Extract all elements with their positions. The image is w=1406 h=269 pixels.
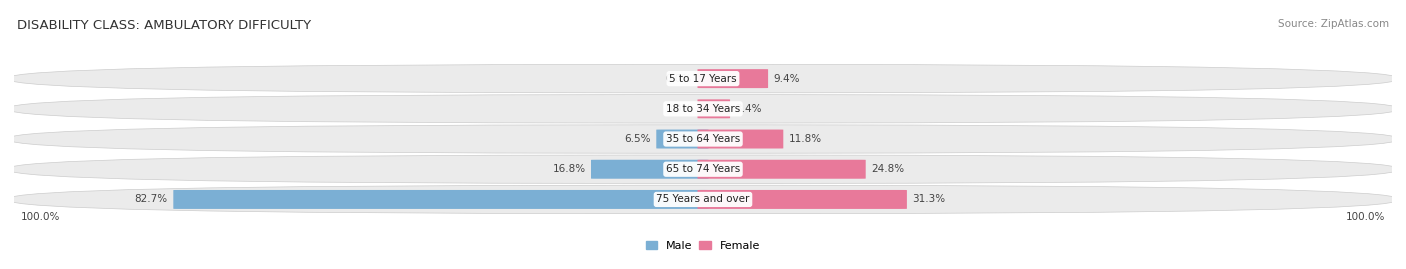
Text: 0.0%: 0.0%	[665, 74, 692, 84]
Text: 65 to 74 Years: 65 to 74 Years	[666, 164, 740, 174]
FancyBboxPatch shape	[697, 99, 730, 118]
Text: 9.4%: 9.4%	[773, 74, 800, 84]
Text: 31.3%: 31.3%	[912, 194, 946, 204]
Text: 100.0%: 100.0%	[1346, 212, 1385, 222]
Text: 18 to 34 Years: 18 to 34 Years	[666, 104, 740, 114]
Text: 3.4%: 3.4%	[735, 104, 762, 114]
Text: Source: ZipAtlas.com: Source: ZipAtlas.com	[1278, 19, 1389, 29]
Legend: Male, Female: Male, Female	[644, 238, 762, 253]
FancyBboxPatch shape	[697, 160, 866, 179]
Text: 100.0%: 100.0%	[21, 212, 60, 222]
Text: 0.0%: 0.0%	[665, 104, 692, 114]
FancyBboxPatch shape	[657, 130, 709, 148]
Text: 24.8%: 24.8%	[872, 164, 904, 174]
Text: 75 Years and over: 75 Years and over	[657, 194, 749, 204]
FancyBboxPatch shape	[697, 69, 768, 88]
Text: 82.7%: 82.7%	[135, 194, 167, 204]
Text: 11.8%: 11.8%	[789, 134, 823, 144]
Text: 35 to 64 Years: 35 to 64 Years	[666, 134, 740, 144]
FancyBboxPatch shape	[7, 125, 1399, 153]
FancyBboxPatch shape	[7, 185, 1399, 214]
Text: DISABILITY CLASS: AMBULATORY DIFFICULTY: DISABILITY CLASS: AMBULATORY DIFFICULTY	[17, 19, 311, 32]
FancyBboxPatch shape	[697, 190, 907, 209]
FancyBboxPatch shape	[7, 95, 1399, 123]
Text: 6.5%: 6.5%	[624, 134, 651, 144]
FancyBboxPatch shape	[173, 190, 709, 209]
FancyBboxPatch shape	[7, 65, 1399, 93]
FancyBboxPatch shape	[697, 130, 783, 148]
FancyBboxPatch shape	[7, 155, 1399, 183]
FancyBboxPatch shape	[591, 160, 709, 179]
Text: 16.8%: 16.8%	[553, 164, 585, 174]
Text: 5 to 17 Years: 5 to 17 Years	[669, 74, 737, 84]
